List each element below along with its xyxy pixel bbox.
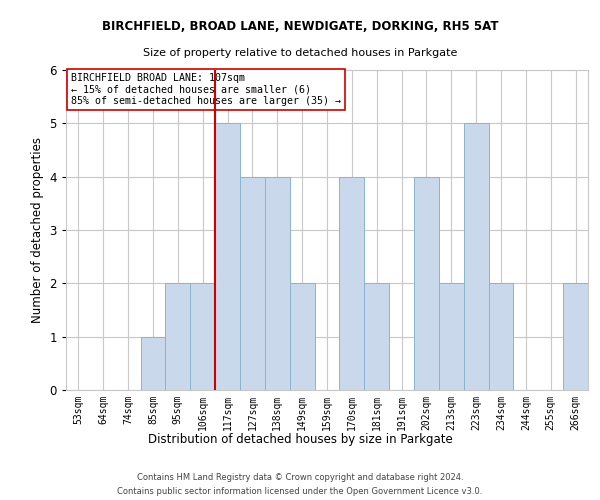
- Bar: [414, 176, 439, 390]
- Bar: [140, 336, 166, 390]
- Y-axis label: Number of detached properties: Number of detached properties: [31, 137, 44, 323]
- Text: Contains public sector information licensed under the Open Government Licence v3: Contains public sector information licen…: [118, 488, 482, 496]
- Bar: [290, 284, 314, 390]
- Bar: [464, 124, 488, 390]
- Bar: [215, 124, 240, 390]
- Text: Contains HM Land Registry data © Crown copyright and database right 2024.: Contains HM Land Registry data © Crown c…: [137, 472, 463, 482]
- Text: BIRCHFIELD BROAD LANE: 107sqm
← 15% of detached houses are smaller (6)
85% of se: BIRCHFIELD BROAD LANE: 107sqm ← 15% of d…: [71, 73, 341, 106]
- Text: BIRCHFIELD, BROAD LANE, NEWDIGATE, DORKING, RH5 5AT: BIRCHFIELD, BROAD LANE, NEWDIGATE, DORKI…: [102, 20, 498, 33]
- Bar: [439, 284, 464, 390]
- Bar: [488, 284, 514, 390]
- Bar: [364, 284, 389, 390]
- Text: Size of property relative to detached houses in Parkgate: Size of property relative to detached ho…: [143, 48, 457, 58]
- Bar: [340, 176, 364, 390]
- Bar: [190, 284, 215, 390]
- Bar: [166, 284, 190, 390]
- Bar: [240, 176, 265, 390]
- Bar: [563, 284, 588, 390]
- Text: Distribution of detached houses by size in Parkgate: Distribution of detached houses by size …: [148, 432, 452, 446]
- Bar: [265, 176, 290, 390]
